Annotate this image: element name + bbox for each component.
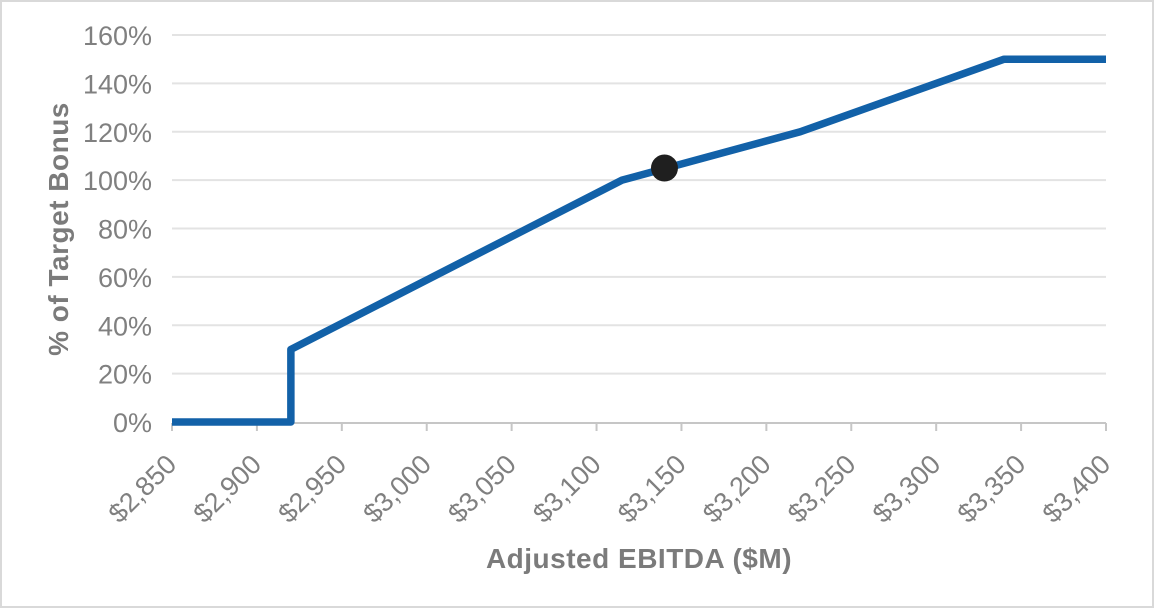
x-tick-label: $2,900: [188, 449, 268, 529]
y-tick-label: 100%: [83, 166, 152, 196]
y-tick-label: 60%: [98, 263, 152, 293]
x-tick-label: $3,250: [782, 449, 862, 529]
x-tick-label: $3,350: [952, 449, 1032, 529]
bonus-payout-line: [172, 55, 1106, 426]
y-tick-label: 120%: [83, 118, 152, 148]
x-tick-label: $2,950: [272, 449, 352, 529]
x-tick-label: $3,300: [867, 449, 947, 529]
x-tick-label: $3,000: [357, 449, 437, 529]
x-tick-label: $3,100: [527, 449, 607, 529]
x-tick-label: $3,050: [442, 449, 522, 529]
y-tick-label: 140%: [83, 69, 152, 99]
y-tick-label: 40%: [98, 311, 152, 341]
y-tick-label: 80%: [98, 215, 152, 245]
y-tick-label: 0%: [113, 408, 152, 438]
x-tick-label: $3,200: [697, 449, 777, 529]
y-tick-label: 160%: [83, 21, 152, 51]
x-tick-label: $2,850: [103, 449, 183, 529]
current-position-marker: [650, 154, 678, 182]
x-tick-label: $3,150: [612, 449, 692, 529]
x-tick-label: $3,400: [1037, 449, 1117, 529]
x-axis-title: Adjusted EBITDA ($M): [485, 543, 793, 574]
y-axis-title: % of Target Bonus: [43, 102, 74, 356]
y-tick-label: 20%: [98, 360, 152, 390]
